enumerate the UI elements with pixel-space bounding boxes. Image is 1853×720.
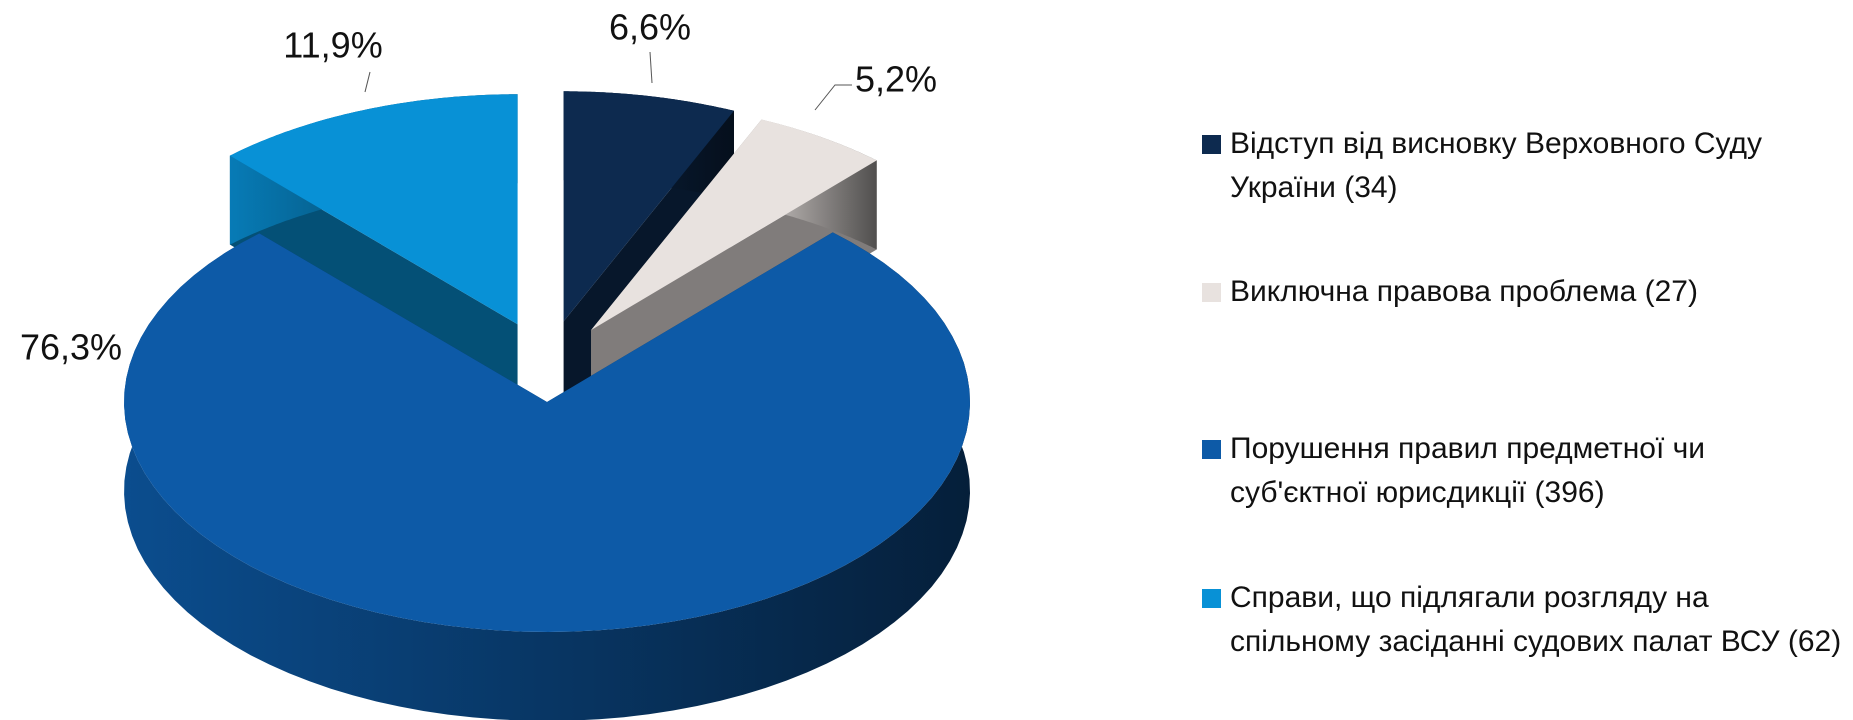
legend-label: Відступ від висновку Верховного Суду Укр… <box>1230 127 1763 204</box>
legend-item: Відступ від висновку Верховного Суду Укр… <box>1202 122 1842 210</box>
legend-swatch <box>1202 135 1221 154</box>
legend-label: Порушення правил предметної чи суб'єктно… <box>1230 432 1706 509</box>
legend-item: Порушення правил предметної чи суб'єктно… <box>1202 427 1842 515</box>
legend-swatch <box>1202 440 1221 459</box>
legend-swatch <box>1202 283 1221 302</box>
data-label: 76,3% <box>20 327 122 368</box>
data-label: 5,2% <box>855 59 937 100</box>
data-label: 6,6% <box>609 7 691 48</box>
legend-swatch <box>1202 589 1221 608</box>
slice-top <box>124 232 971 632</box>
legend-item: Виключна правова проблема (27) <box>1202 270 1698 314</box>
legend-label: Виключна правова проблема (27) <box>1230 275 1698 308</box>
legend-item: Справи, що підлягали розгляду на спільно… <box>1202 576 1842 664</box>
legend-label: Справи, що підлягали розгляду на спільно… <box>1230 581 1842 658</box>
slice-top <box>229 94 518 325</box>
slice <box>124 232 971 720</box>
data-label: 11,9% <box>283 25 382 66</box>
slice-top <box>591 119 877 331</box>
leader-line <box>814 84 852 111</box>
leader-line <box>649 51 653 84</box>
slice-top <box>563 91 734 322</box>
leader-line <box>364 71 371 93</box>
